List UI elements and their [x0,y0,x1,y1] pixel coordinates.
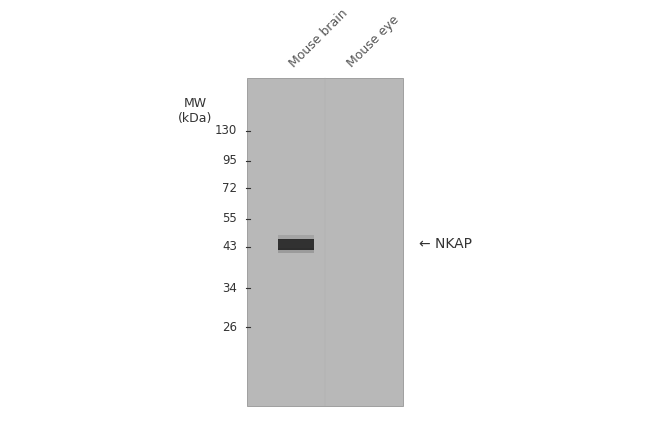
Bar [278,235,313,240]
Bar [278,238,313,249]
Text: 130: 130 [215,124,237,137]
Bar [278,248,313,253]
Text: MW
(kDa): MW (kDa) [178,97,212,125]
Text: 55: 55 [222,212,237,225]
Text: ← NKAP: ← NKAP [419,237,473,251]
Text: 95: 95 [222,154,237,167]
Text: 34: 34 [222,282,237,295]
Text: 72: 72 [222,181,237,195]
Bar [247,78,403,406]
Text: Mouse eye: Mouse eye [345,13,402,70]
Text: Mouse brain: Mouse brain [287,7,350,70]
Text: 26: 26 [222,321,237,334]
Text: 43: 43 [222,240,237,253]
